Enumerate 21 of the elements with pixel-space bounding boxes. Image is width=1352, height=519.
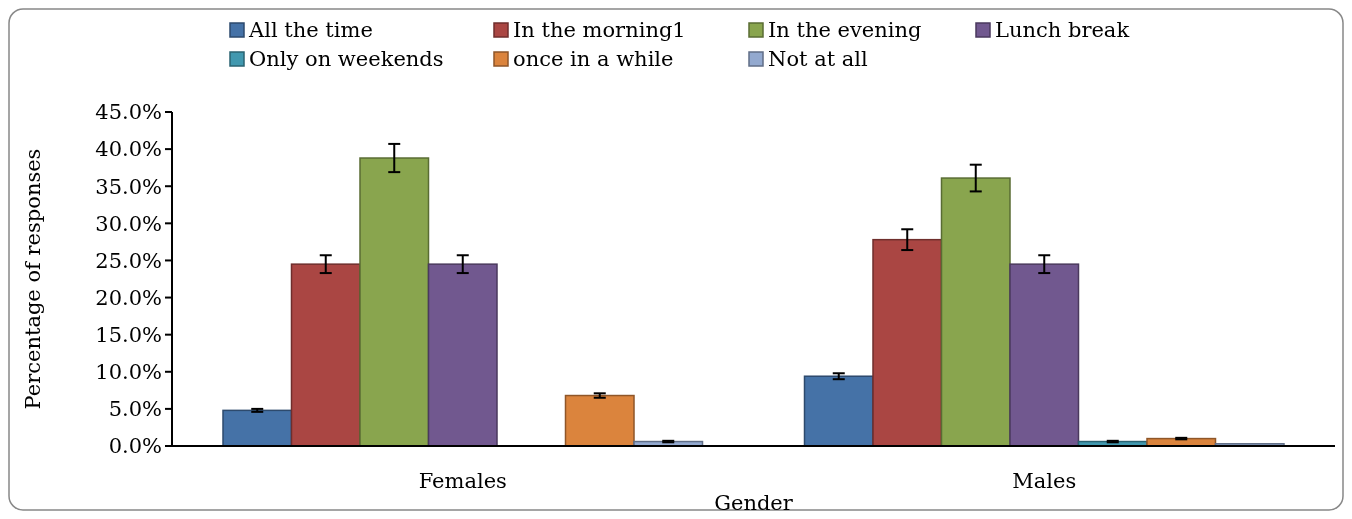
y-tick-label: 40.0%: [95, 137, 162, 162]
legend-label: once in a while: [513, 47, 674, 72]
y-tick-label: 25.0%: [95, 248, 162, 273]
y-tick-label: 5.0%: [108, 397, 162, 422]
x-axis-title: Gender: [714, 491, 794, 515]
legend-label: In the evening: [768, 18, 922, 43]
legend-label: Only on weekends: [249, 47, 444, 72]
y-tick-label: 10.0%: [95, 360, 162, 385]
x-tick-label: Females: [418, 469, 507, 493]
y-axis-title: Percentage of responses: [21, 148, 45, 410]
x-tick-label: Males: [1012, 469, 1077, 493]
y-tick-label: 0.0%: [108, 434, 162, 459]
legend-label: Lunch break: [995, 18, 1130, 43]
y-tick-label: 35.0%: [95, 174, 162, 199]
legend-label: All the time: [248, 18, 373, 43]
legend-label: Not at all: [768, 47, 868, 72]
legend-label: In the morning1: [513, 18, 686, 43]
y-tick-label: 30.0%: [95, 211, 162, 236]
y-tick-label: 15.0%: [95, 323, 162, 348]
y-tick-label: 45.0%: [95, 100, 162, 125]
y-tick-label: 20.0%: [95, 285, 162, 310]
